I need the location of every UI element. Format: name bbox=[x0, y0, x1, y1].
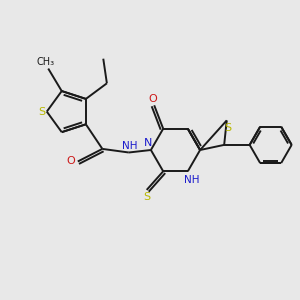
Text: S: S bbox=[224, 123, 231, 133]
Text: NH: NH bbox=[184, 175, 199, 185]
Text: CH₃: CH₃ bbox=[36, 57, 54, 67]
Text: O: O bbox=[148, 94, 157, 104]
Text: S: S bbox=[144, 191, 151, 202]
Text: N: N bbox=[144, 138, 153, 148]
Text: O: O bbox=[67, 156, 76, 166]
Text: NH: NH bbox=[122, 142, 137, 152]
Text: S: S bbox=[39, 106, 46, 117]
